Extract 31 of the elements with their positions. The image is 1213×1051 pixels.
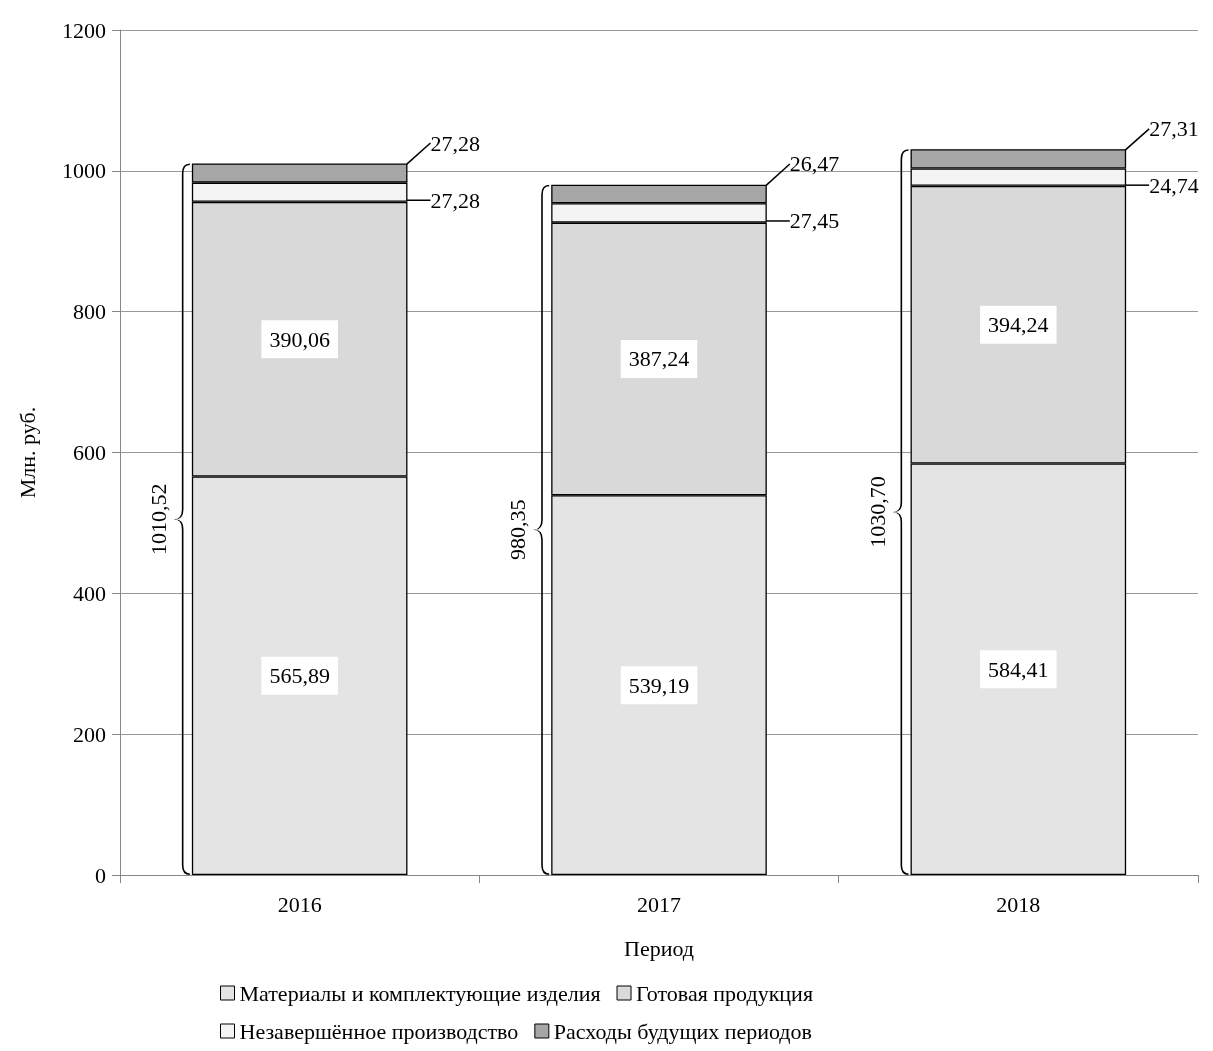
data-label: 27,28 <box>430 187 480 213</box>
legend-label: Готовая продукция <box>636 980 814 1006</box>
x-tick-label: 2016 <box>277 891 322 917</box>
y-tick-label: 400 <box>73 580 106 606</box>
data-label: 27,31 <box>1149 116 1199 142</box>
data-label: 539,19 <box>628 672 690 698</box>
x-tick-label: 2018 <box>996 891 1041 917</box>
data-label: 565,89 <box>269 663 330 689</box>
data-label: 390,06 <box>269 326 330 352</box>
data-label: 394,24 <box>988 312 1049 338</box>
total-label: 1010,52 <box>145 483 171 555</box>
total-label: 1030,70 <box>864 476 890 548</box>
y-tick-label: 1200 <box>62 17 106 43</box>
y-axis-title: Млн. руб. <box>14 406 40 499</box>
x-tick-label: 2017 <box>637 891 681 917</box>
y-tick-label: 600 <box>73 440 106 465</box>
legend-label: Расходы будущих периодов <box>553 1018 812 1044</box>
total-label: 980,35 <box>505 499 531 561</box>
legend-label: Материалы и комплектующие изделия <box>239 980 601 1006</box>
y-tick-label: 1000 <box>62 158 106 184</box>
data-label: 584,41 <box>988 656 1049 682</box>
data-label: 26,47 <box>789 151 840 177</box>
x-axis-title: Период <box>624 935 694 961</box>
data-label: 387,24 <box>628 346 690 372</box>
data-label: 27,28 <box>430 130 480 156</box>
y-tick-label: 200 <box>73 721 106 747</box>
legend-label: Незавершённое производство <box>239 1018 519 1044</box>
data-label: 24,74 <box>1149 172 1199 198</box>
data-label: 27,45 <box>789 208 840 234</box>
y-tick-label: 800 <box>73 299 106 325</box>
y-tick-label: 0 <box>95 862 106 888</box>
